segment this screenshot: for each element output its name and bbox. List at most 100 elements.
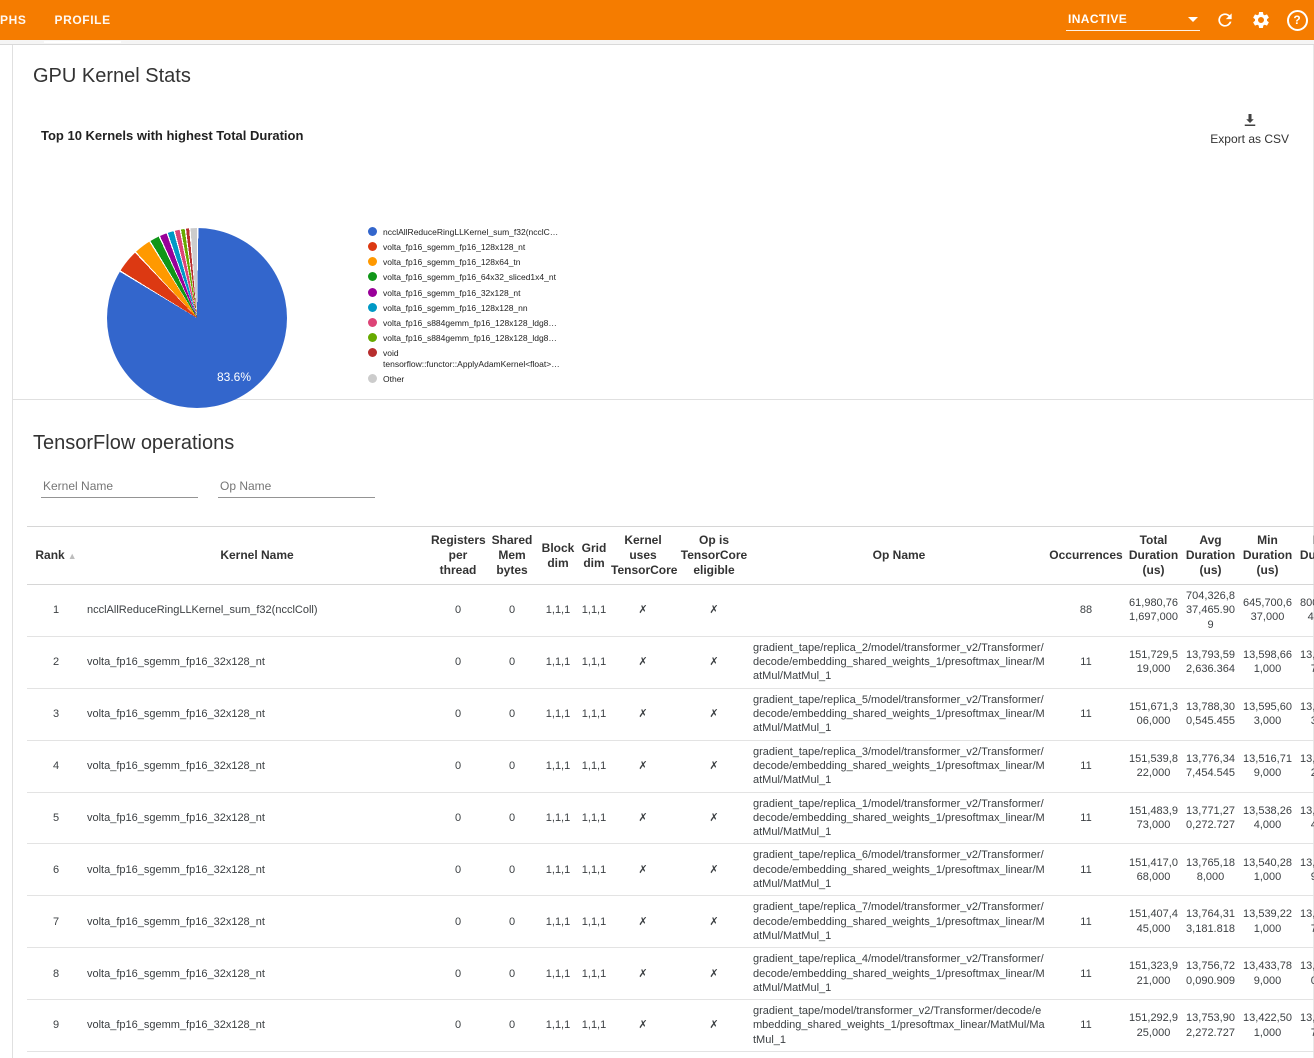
cell-smem: 0	[487, 999, 537, 1053]
cell-grid: 1,1,1	[579, 740, 609, 793]
cell-grid: 1,1,1	[579, 1051, 609, 1058]
column-header-smem[interactable]: Shared Mem bytes	[487, 526, 537, 585]
cell-op: gradient_tape/model/transformer_v2/Trans…	[751, 999, 1047, 1053]
cell-optc: ✗	[677, 895, 751, 949]
cell-op: gradient_tape/replica_3/model/transforme…	[751, 740, 1047, 793]
legend-label: volta_fp16_sgemm_fp16_128x128_nn	[383, 302, 528, 313]
column-header-min[interactable]: Min Duration (us)	[1239, 526, 1296, 585]
legend-item: volta_fp16_sgemm_fp16_128x128_nn	[368, 302, 568, 314]
cell-occ: 11	[1047, 636, 1125, 689]
column-header-block[interactable]: Block dim	[537, 526, 579, 585]
cell-rank: 7	[27, 895, 85, 949]
legend-item: ncclAllReduceRingLLKernel_sum_f32(ncclC…	[368, 227, 568, 238]
column-header-ktc[interactable]: Kernel uses TensorCore	[609, 526, 677, 585]
cell-rank: 9	[27, 999, 85, 1053]
cell-op: gradient_tape/replica_4/model/transforme…	[751, 947, 1047, 1001]
cell-kernel: volta_fp16_sgemm_fp16_32x128_nt	[85, 636, 429, 689]
column-header-max[interactable]: Max Duration (us)	[1296, 526, 1314, 585]
cell-op: gradient_tape/replica_5/model/transforme…	[751, 688, 1047, 741]
toolbar-divider	[0, 40, 1314, 45]
cell-total: 151,729,519,000	[1125, 636, 1182, 689]
cell-max: 13,987,793,000	[1296, 688, 1314, 741]
cell-total: 151,020,657,000	[1125, 1051, 1182, 1058]
cell-grid: 1,1,1	[579, 947, 609, 1001]
cell-ktc: ✗	[609, 1051, 677, 1058]
column-header-rank[interactable]: Rank ▲	[27, 526, 85, 585]
refresh-icon[interactable]	[1214, 9, 1236, 31]
legend-item: volta_fp16_sgemm_fp16_128x64_tn	[368, 257, 568, 268]
tensorflow-operations-section: TensorFlow operations Rank▲Kernel NameRe…	[13, 400, 1314, 1058]
export-csv-button[interactable]: Export as CSV	[1210, 111, 1289, 146]
column-header-avg[interactable]: Avg Duration (us)	[1182, 526, 1239, 585]
cell-rank: 6	[27, 843, 85, 897]
cell-regs: 0	[429, 740, 487, 793]
column-header-grid[interactable]: Grid dim	[579, 526, 609, 585]
cell-optc: ✗	[677, 999, 751, 1053]
legend-color-dot	[368, 287, 377, 297]
cell-total: 151,292,925,000	[1125, 999, 1182, 1053]
cell-regs: 0	[429, 947, 487, 1001]
cell-kernel: volta_fp16_sgemm_fp16_32x128_nt	[85, 688, 429, 741]
legend-label: volta_fp16_sgemm_fp16_128x128_nt	[383, 242, 526, 253]
cell-ktc: ✗	[609, 895, 677, 949]
column-header-regs[interactable]: Registers per thread	[429, 526, 487, 585]
chart-title: Top 10 Kernels with highest Total Durati…	[41, 128, 304, 143]
cell-occ: 11	[1047, 792, 1125, 845]
cell-regs: 0	[429, 895, 487, 949]
kernel-name-input[interactable]	[41, 477, 200, 494]
cell-rank: 5	[27, 792, 85, 845]
cell-smem: 0	[487, 947, 537, 1001]
cell-smem: 0	[487, 843, 537, 897]
table-row: 10volta_fp16_sgemm_fp16_128x64_tn001,1,1…	[27, 1051, 1314, 1058]
tab-profile[interactable]: PROFILE	[40, 0, 124, 43]
cell-op: gradient_tape/replica_1/model/transforme…	[751, 792, 1047, 845]
cell-block: 1,1,1	[537, 1051, 579, 1058]
cell-block: 1,1,1	[537, 688, 579, 741]
op-name-input[interactable]	[218, 477, 377, 494]
column-header-total[interactable]: Total Duration (us)	[1125, 526, 1182, 585]
cell-max: 13,980,577,000	[1296, 999, 1314, 1053]
cell-avg: 704,326,837,465.909	[1182, 584, 1239, 637]
page-title: GPU Kernel Stats	[33, 65, 191, 87]
cell-regs: 0	[429, 999, 487, 1053]
cell-avg: 13,753,902,272.727	[1182, 999, 1239, 1053]
legend-color-dot	[368, 373, 377, 383]
column-header-occ[interactable]: Occurrences	[1047, 526, 1125, 585]
column-header-kernel[interactable]: Kernel Name	[85, 526, 429, 585]
cell-max: 13,986,732,000	[1296, 740, 1314, 793]
pie-chart[interactable]	[107, 228, 287, 408]
cell-kernel: volta_fp16_sgemm_fp16_32x128_nt	[85, 947, 429, 1001]
settings-gear-icon[interactable]	[1250, 9, 1272, 31]
cell-op: gradient_tape/replica_2/model/transforme…	[751, 636, 1047, 689]
legend-item: void tensorflow::functor::ApplyAdamKerne…	[368, 348, 568, 369]
cell-total: 61,980,761,697,000	[1125, 584, 1182, 637]
column-header-optc[interactable]: Op is TensorCore eligible	[677, 526, 751, 585]
run-selector-value: INACTIVE	[1068, 12, 1128, 26]
cell-occ: 11	[1047, 688, 1125, 741]
cell-smem: 0	[487, 688, 537, 741]
cell-avg: 13,788,300,545.455	[1182, 688, 1239, 741]
legend-item: Other	[368, 373, 568, 385]
legend-label: volta_fp16_s884gemm_fp16_128x128_ldg8…	[383, 332, 557, 343]
legend-color-dot	[368, 272, 377, 282]
legend-label: volta_fp16_sgemm_fp16_64x32_sliced1x4_nt	[383, 272, 556, 283]
cell-max: 13,983,704,000	[1296, 792, 1314, 845]
cell-occ: 11	[1047, 895, 1125, 949]
cell-rank: 2	[27, 636, 85, 689]
cell-rank: 10	[27, 1051, 85, 1058]
legend-label: Other	[383, 373, 405, 384]
cell-smem: 0	[487, 1051, 537, 1058]
legend-color-dot	[368, 317, 377, 327]
cell-min: 13,516,719,000	[1239, 740, 1296, 793]
cell-block: 1,1,1	[537, 999, 579, 1053]
column-header-op[interactable]: Op Name	[751, 526, 1047, 585]
cell-optc: ✗	[677, 843, 751, 897]
cell-rank: 3	[27, 688, 85, 741]
tab-graphs[interactable]: PHS	[0, 13, 27, 27]
cell-grid: 1,1,1	[579, 999, 609, 1053]
table-body: 1 ncclAllReduceRingLLKernel_sum_f32(ncclC…	[27, 584, 1314, 1058]
cell-min: 13,540,281,000	[1239, 843, 1296, 897]
run-selector-dropdown[interactable]: INACTIVE	[1066, 9, 1200, 31]
cell-occ: 88	[1047, 584, 1125, 637]
help-icon[interactable]: ?	[1286, 9, 1308, 31]
